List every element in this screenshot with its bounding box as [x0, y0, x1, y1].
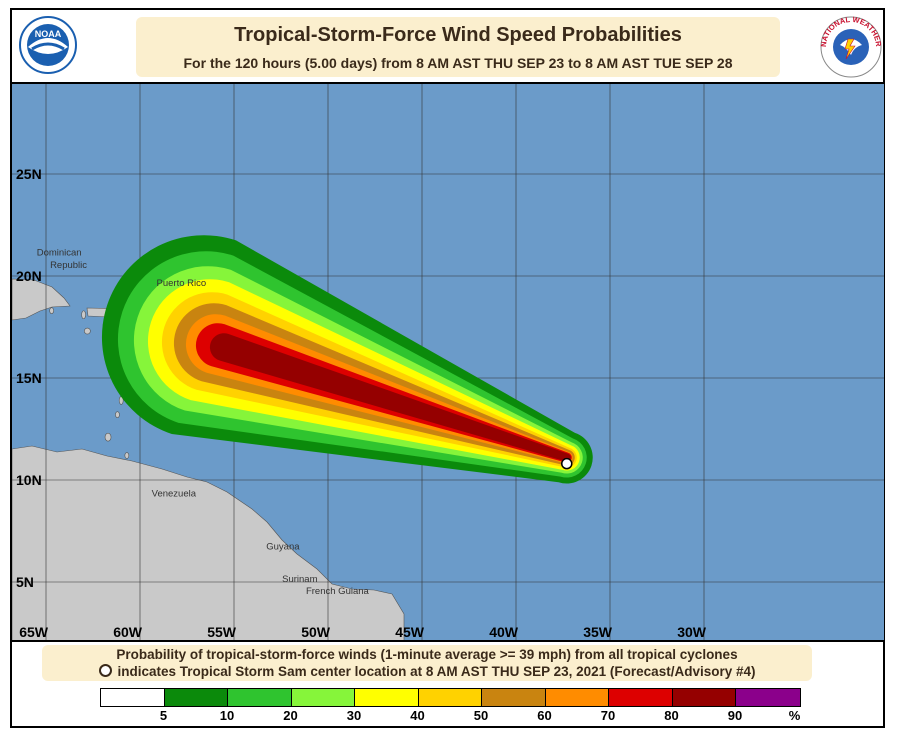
lon-label: 45W: [395, 624, 425, 640]
lon-label: 40W: [489, 624, 519, 640]
nws-logo-icon: NATIONAL WEATHER SERVICE: [818, 15, 883, 78]
footer-line-1: Probability of tropical-storm-force wind…: [116, 647, 738, 662]
lat-label: 10N: [16, 472, 42, 488]
place-label: Republic: [50, 260, 87, 271]
legend-label: 10: [219, 708, 235, 723]
legend-label: 50: [473, 708, 489, 723]
legend-label: 70: [600, 708, 616, 723]
legend-label: %: [788, 708, 801, 723]
svg-text:NOAA: NOAA: [35, 29, 62, 39]
axis-labels: 25N 20N 15N 10N 5N 65W 60W 55W 50W 45W 40W 35W 30W: [16, 166, 707, 640]
lon-label: 50W: [301, 624, 331, 640]
center-marker-icon: [98, 664, 112, 677]
lon-label: 60W: [113, 624, 143, 640]
legend-swatch: [355, 689, 419, 706]
lat-label: 5N: [16, 574, 34, 590]
legend-label: 80: [664, 708, 679, 723]
legend-swatch: [609, 689, 673, 706]
place-label: Dominican: [37, 248, 82, 259]
map-subtitle: For the 120 hours (5.00 days) from 8 AM …: [183, 55, 733, 71]
title-box: [136, 17, 780, 77]
color-legend: [100, 688, 801, 707]
island: [104, 432, 112, 442]
lon-label: 30W: [677, 624, 707, 640]
legend-label: 30: [346, 708, 362, 723]
island: [49, 307, 54, 314]
legend-swatch: [418, 689, 482, 706]
lat-label: 25N: [16, 166, 42, 182]
place-label: French Guiana: [306, 586, 370, 597]
footer-line-2-text: indicates Tropical Storm Sam center loca…: [117, 664, 756, 679]
map-area: Dominican Republic Puerto Rico Venezuela Guy…: [12, 82, 884, 642]
legend-swatch: [228, 689, 292, 706]
lat-label: 15N: [16, 370, 42, 386]
legend-label: 60: [537, 708, 552, 723]
probability-band: [209, 333, 571, 462]
legend-swatch: [672, 689, 736, 706]
noaa-logo-icon: NOAA: [19, 16, 77, 74]
storm-center-marker: [561, 457, 573, 470]
place-label: Surinam: [282, 574, 317, 585]
place-label: Venezuela: [152, 488, 197, 499]
lat-label: 20N: [16, 268, 42, 284]
place-label: Guyana: [266, 541, 300, 552]
legend-label: 40: [410, 708, 425, 723]
island: [84, 327, 91, 335]
footer-box: [42, 645, 812, 681]
legend-swatch: [291, 689, 355, 706]
legend-swatch: [101, 689, 165, 706]
probability-contours: [101, 235, 593, 484]
map-title: Tropical-Storm-Force Wind Speed Probabil…: [234, 24, 682, 46]
legend-swatch: [736, 689, 800, 706]
legend-label: 20: [283, 708, 298, 723]
lon-label: 35W: [583, 624, 613, 640]
legend-swatch: [482, 689, 546, 706]
island: [115, 411, 120, 419]
legend-label: 5: [159, 708, 168, 723]
legend-label: 90: [727, 708, 743, 723]
island: [81, 310, 86, 320]
lon-label: 55W: [207, 624, 237, 640]
island: [124, 452, 130, 459]
legend-swatch: [545, 689, 609, 706]
place-label: Puerto Rico: [157, 278, 207, 289]
footer-line-2: indicates Tropical Storm Sam center loca…: [42, 664, 812, 679]
lon-label: 65W: [19, 624, 49, 640]
legend-swatch: [164, 689, 228, 706]
